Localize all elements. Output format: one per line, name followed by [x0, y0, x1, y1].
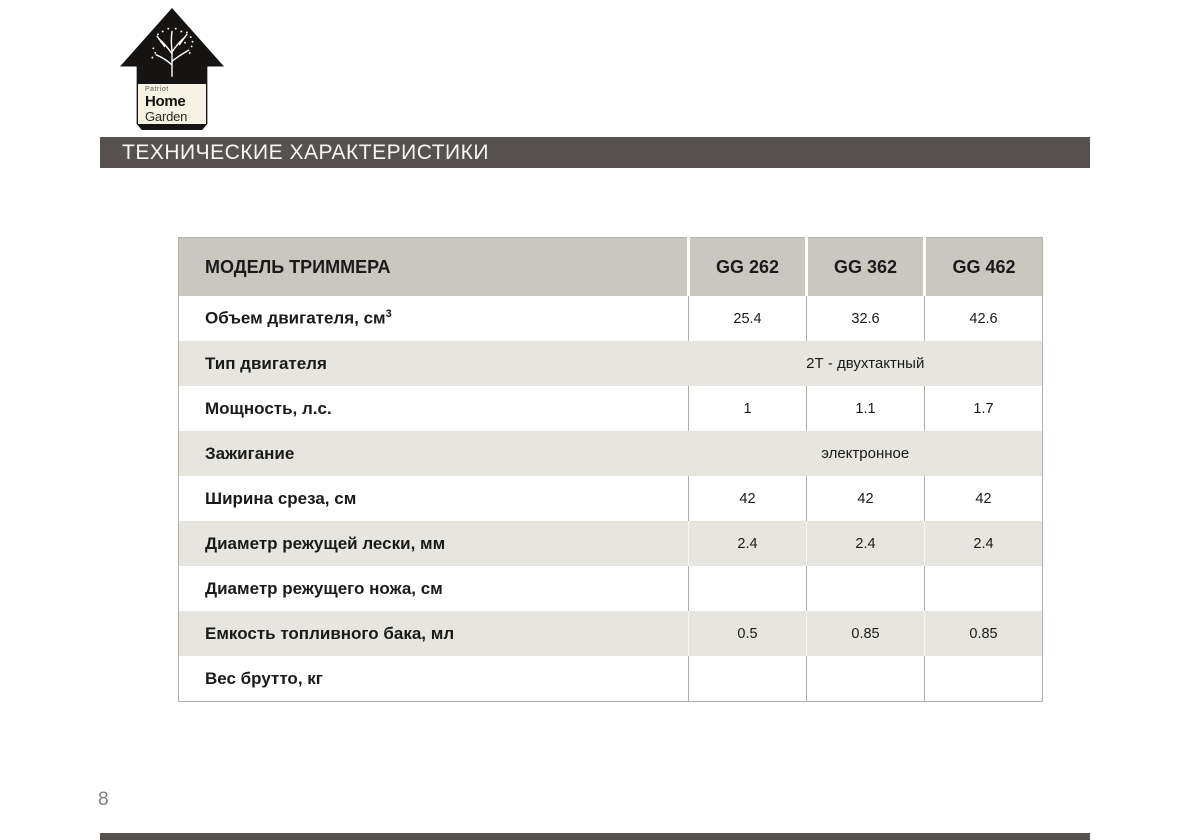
spec-value	[924, 566, 1043, 611]
page-number: 8	[98, 789, 109, 810]
spec-value	[806, 656, 925, 702]
spec-value: 2.4	[924, 521, 1043, 566]
column-header-gg462: GG 462	[923, 237, 1043, 296]
spec-value: 1.7	[924, 386, 1043, 431]
logo-text-garden: Garden	[145, 109, 188, 124]
spec-table: МОДЕЛЬ ТРИММЕРА GG 262 GG 362 GG 462 Объ…	[178, 237, 1043, 702]
home-garden-logo: Patriot Home Garden	[120, 8, 224, 130]
spec-label: Диаметр режущего ножа, см	[205, 578, 443, 598]
spec-label: Мощность, л.с.	[205, 398, 332, 418]
column-header-gg362: GG 362	[805, 237, 925, 296]
logo-text-patriot: Patriot	[145, 86, 169, 93]
spec-value: 2.4	[688, 521, 807, 566]
spec-value: 1	[688, 386, 807, 431]
spec-value: 42	[806, 476, 925, 521]
table-row-engine-volume: Объем двигателя, см3 25.4 32.6 42.6	[178, 296, 1043, 341]
spec-value	[806, 566, 925, 611]
column-header-gg262: GG 262	[687, 237, 807, 296]
table-header-row: МОДЕЛЬ ТРИММЕРА GG 262 GG 362 GG 462	[178, 237, 1043, 296]
spec-label: Вес брутто, кг	[205, 668, 323, 688]
table-row-line-diameter: Диаметр режущей лески, мм 2.4 2.4 2.4	[178, 521, 1043, 566]
section-title-bar: ТЕХНИЧЕСКИЕ ХАРАКТЕРИСТИКИ	[100, 137, 1090, 168]
logo-text-home: Home	[145, 93, 186, 110]
spec-value	[688, 656, 807, 702]
spec-value	[688, 566, 807, 611]
spec-value: 42	[688, 476, 807, 521]
table-row-ignition: Зажигание электронное	[178, 431, 1043, 476]
spec-label: Объем двигателя, см3	[205, 308, 392, 328]
spec-value	[924, 656, 1043, 702]
spec-value: 1.1	[806, 386, 925, 431]
column-header-model-label: МОДЕЛЬ ТРИММЕРА	[178, 237, 689, 296]
spec-label: Зажигание	[205, 443, 295, 463]
table-row-blade-diameter: Диаметр режущего ножа, см	[178, 566, 1043, 611]
spec-value: 0.85	[924, 611, 1043, 656]
spec-value: 32.6	[806, 296, 925, 341]
spec-label: Ширина среза, см	[205, 488, 357, 508]
table-row-gross-weight: Вес брутто, кг	[178, 656, 1043, 702]
table-row-engine-type: Тип двигателя 2Т - двухтактный	[178, 341, 1043, 386]
spec-value-merged: электронное	[821, 445, 910, 462]
spec-value: 42.6	[924, 296, 1043, 341]
spec-label: Емкость топливного бака, мл	[205, 623, 455, 643]
section-title: ТЕХНИЧЕСКИЕ ХАРАКТЕРИСТИКИ	[122, 140, 489, 164]
spec-value: 42	[924, 476, 1043, 521]
spec-value: 0.85	[806, 611, 925, 656]
spec-table-container: МОДЕЛЬ ТРИММЕРА GG 262 GG 362 GG 462 Объ…	[178, 237, 1043, 702]
spec-value: 0.5	[688, 611, 807, 656]
spec-value-merged: 2Т - двухтактный	[806, 355, 925, 372]
spec-label: Диаметр режущей лески, мм	[205, 533, 446, 553]
spec-value: 2.4	[806, 521, 925, 566]
tree-icon	[151, 27, 194, 77]
table-row-fuel-tank: Емкость топливного бака, мл 0.5 0.85 0.8…	[178, 611, 1043, 656]
logo-label: Patriot Home Garden	[138, 84, 206, 124]
table-row-cut-width: Ширина среза, см 42 42 42	[178, 476, 1043, 521]
footer-rule	[100, 833, 1090, 840]
spec-value: 25.4	[688, 296, 807, 341]
table-row-power: Мощность, л.с. 1 1.1 1.7	[178, 386, 1043, 431]
spec-label: Тип двигателя	[205, 353, 327, 373]
